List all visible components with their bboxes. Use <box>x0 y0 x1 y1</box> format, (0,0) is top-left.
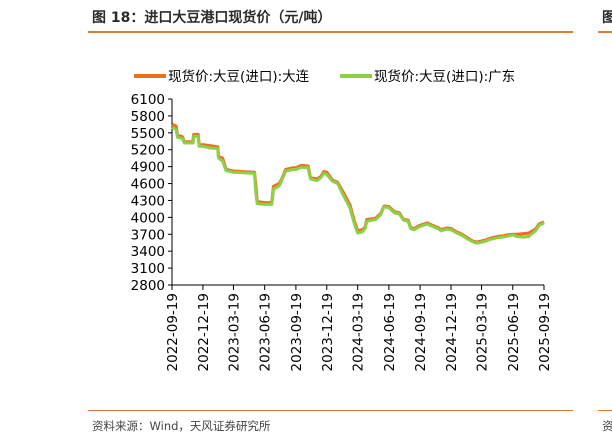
y-tick-label: 2800 <box>131 278 165 294</box>
y-tick-label: 4300 <box>131 193 165 209</box>
legend-label-guangdong: 现货价:大豆(进口):广东 <box>374 68 515 85</box>
figure-title: 图 18：进口大豆港口现货价（元/吨） <box>92 10 332 26</box>
footer-rule <box>88 410 573 411</box>
y-tick-label: 5800 <box>131 109 165 125</box>
y-tick-label: 5500 <box>131 126 165 142</box>
next-figure-source-fragment: 资 <box>602 419 612 433</box>
y-tick-label: 3700 <box>131 227 165 243</box>
x-tick-label: 2023-03-19 <box>226 293 242 371</box>
title-rule <box>88 31 573 33</box>
y-tick-label: 3100 <box>131 261 165 277</box>
next-figure-footer-rule <box>598 410 612 411</box>
x-tick-label: 2025-03-19 <box>475 293 491 371</box>
y-tick-label: 3400 <box>131 244 165 260</box>
x-tick-label: 2024-12-19 <box>444 293 460 371</box>
x-tick-label: 2023-06-19 <box>258 293 274 371</box>
y-tick-label: 4900 <box>131 160 165 176</box>
x-tick-label: 2024-06-19 <box>382 293 398 371</box>
series-line-guangdong <box>171 125 545 245</box>
x-tick-label: 2024-03-19 <box>351 293 367 371</box>
y-tick-label: 6100 <box>131 92 165 108</box>
x-tick-label: 2023-12-19 <box>320 293 336 371</box>
next-figure-title-rule <box>598 31 612 33</box>
x-tick-label: 2025-09-19 <box>537 293 553 371</box>
next-figure-title-fragment: 图 <box>602 10 612 26</box>
x-tick-label: 2024-09-19 <box>413 293 429 371</box>
series-line-dalian <box>171 122 545 244</box>
series-layer <box>171 122 545 245</box>
y-tick-label: 4600 <box>131 177 165 193</box>
legend-label-dalian: 现货价:大豆(进口):大连 <box>168 68 310 85</box>
x-tick-label: 2023-09-19 <box>289 293 305 371</box>
x-tick-label: 2025-06-19 <box>506 293 522 371</box>
y-axis: 6100580055005200490046004300400037003400… <box>131 92 173 294</box>
x-axis: 2022-09-19 2022-12-19 2023-03-19 2023-06-19… <box>165 284 553 371</box>
source-note: 资料来源：Wind，天风证券研究所 <box>92 419 271 433</box>
chart-legend: 现货价:大豆(进口):大连 现货价:大豆(进口):广东 <box>134 68 515 85</box>
x-tick-label: 2022-12-19 <box>196 293 212 371</box>
x-tick-label: 2022-09-19 <box>165 293 181 371</box>
y-tick-label: 4000 <box>131 210 165 226</box>
y-tick-label: 5200 <box>131 143 165 159</box>
